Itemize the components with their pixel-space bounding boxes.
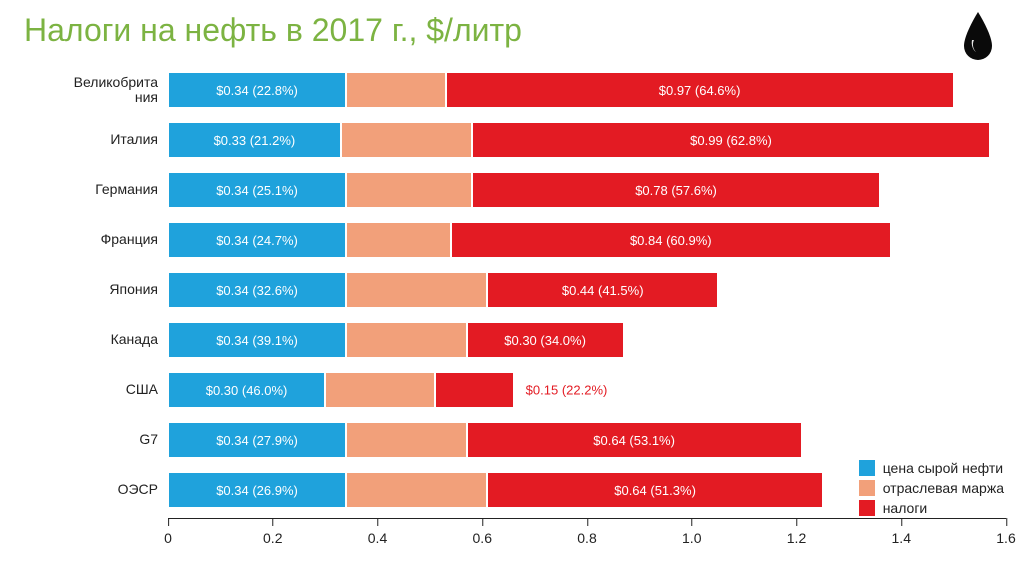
x-tick: 0.8 <box>577 526 596 546</box>
bar-segment-margin <box>346 172 472 208</box>
bar-row: G7$0.34 (27.9%) $0.64 (53.1%) <box>0 418 1006 462</box>
x-tick: 1.0 <box>682 526 701 546</box>
bar-track: $0.33 (21.2%) $0.99 (62.8%) <box>168 118 1006 162</box>
legend-label: отраслевая маржа <box>883 480 1004 496</box>
bar-row: Япония$0.34 (32.6%) $0.44 (41.5%) <box>0 268 1006 312</box>
x-tick: 1.4 <box>892 526 911 546</box>
bar-segment-crude: $0.34 (25.1%) <box>168 172 346 208</box>
bar-segment-crude: $0.34 (24.7%) <box>168 222 346 258</box>
bar-segment-tax: $0.84 (60.9%) <box>451 222 891 258</box>
category-label: Канада <box>0 332 168 347</box>
bar-segment-margin <box>346 72 446 108</box>
oil-drop-icon <box>958 10 998 64</box>
bar-segment-margin <box>346 472 487 508</box>
legend-label: налоги <box>883 500 928 516</box>
page-title: Налоги на нефть в 2017 г., $/литр <box>24 12 522 49</box>
bar-row: ОЭСР$0.34 (26.9%) $0.64 (51.3%) <box>0 468 1006 512</box>
category-label: США <box>0 382 168 397</box>
bar-segment-crude: $0.30 (46.0%) <box>168 372 325 408</box>
bar-row: Франция$0.34 (24.7%) $0.84 (60.9%) <box>0 218 1006 262</box>
category-label: ОЭСР <box>0 482 168 497</box>
x-tick: 0 <box>164 526 172 546</box>
bar-segment-tax: $0.30 (34.0%) <box>467 322 624 358</box>
category-label: Япония <box>0 282 168 297</box>
x-tick: 0.4 <box>368 526 387 546</box>
oil-tax-chart: Великобритания$0.34 (22.8%) $0.97 (64.6%)… <box>0 68 1024 568</box>
legend-item: отраслевая маржа <box>859 480 1004 496</box>
bar-segment-tax: $0.44 (41.5%) <box>487 272 717 308</box>
bar-segment-margin <box>346 322 466 358</box>
bar-track: $0.34 (32.6%) $0.44 (41.5%) <box>168 268 1006 312</box>
legend-label: цена сырой нефти <box>883 460 1003 476</box>
bar-segment-margin <box>346 272 487 308</box>
category-label: Италия <box>0 132 168 147</box>
bar-track: $0.30 (46.0%) $0.15 (22.2%) <box>168 368 1006 412</box>
bar-segment-margin <box>346 422 466 458</box>
external-value-label: $0.15 (22.2%) <box>526 383 608 398</box>
bar-segment-crude: $0.34 (22.8%) <box>168 72 346 108</box>
bar-segment-crude: $0.33 (21.2%) <box>168 122 341 158</box>
x-tick: 1.2 <box>787 526 806 546</box>
x-tick: 0.6 <box>473 526 492 546</box>
bar-segment-crude: $0.34 (32.6%) <box>168 272 346 308</box>
legend-item: цена сырой нефти <box>859 460 1004 476</box>
legend-item: налоги <box>859 500 1004 516</box>
category-label: Франция <box>0 232 168 247</box>
bar-segment-tax: $0.99 (62.8%) <box>472 122 991 158</box>
category-label: Великобритания <box>0 75 168 106</box>
bar-segment-crude: $0.34 (39.1%) <box>168 322 346 358</box>
bar-segment-tax <box>435 372 514 408</box>
legend-swatch <box>859 480 875 496</box>
bar-segment-tax: $0.64 (51.3%) <box>487 472 822 508</box>
category-label: G7 <box>0 432 168 447</box>
bar-segment-margin <box>325 372 435 408</box>
bar-track: $0.34 (22.8%) $0.97 (64.6%) <box>168 68 1006 112</box>
bar-segment-crude: $0.34 (26.9%) <box>168 472 346 508</box>
x-tick: 0.2 <box>263 526 282 546</box>
bar-segment-crude: $0.34 (27.9%) <box>168 422 346 458</box>
bar-track: $0.34 (25.1%) $0.78 (57.6%) <box>168 168 1006 212</box>
bar-row: Канада$0.34 (39.1%) $0.30 (34.0%) <box>0 318 1006 362</box>
bar-track: $0.34 (39.1%) $0.30 (34.0%) <box>168 318 1006 362</box>
bar-row: Италия$0.33 (21.2%) $0.99 (62.8%) <box>0 118 1006 162</box>
bar-track: $0.34 (24.7%) $0.84 (60.9%) <box>168 218 1006 262</box>
bar-row: Великобритания$0.34 (22.8%) $0.97 (64.6%) <box>0 68 1006 112</box>
bar-row: США$0.30 (46.0%) $0.15 (22.2%) <box>0 368 1006 412</box>
bar-segment-margin <box>341 122 472 158</box>
category-label: Германия <box>0 182 168 197</box>
x-tick: 1.6 <box>996 526 1015 546</box>
bar-segment-tax: $0.64 (53.1%) <box>467 422 802 458</box>
bar-segment-tax: $0.78 (57.6%) <box>472 172 881 208</box>
bar-row: Германия$0.34 (25.1%) $0.78 (57.6%) <box>0 168 1006 212</box>
bar-segment-tax: $0.97 (64.6%) <box>446 72 954 108</box>
bar-segment-margin <box>346 222 451 258</box>
legend-swatch <box>859 460 875 476</box>
legend: цена сырой нефти отраслевая маржа налоги <box>859 456 1004 520</box>
legend-swatch <box>859 500 875 516</box>
